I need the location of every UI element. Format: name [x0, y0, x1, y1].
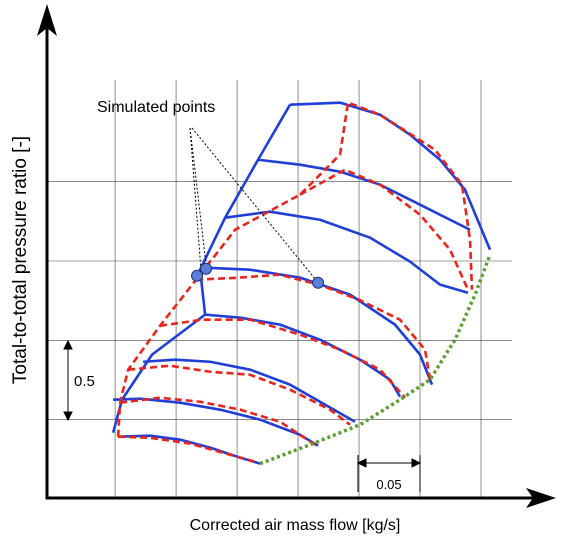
arrowhead — [63, 411, 73, 422]
series-line — [204, 313, 402, 398]
series-line — [143, 358, 356, 423]
simulated-point — [200, 262, 213, 275]
series-line — [116, 153, 341, 437]
series-line — [113, 397, 319, 447]
grid — [48, 80, 512, 499]
simulated-point — [191, 269, 204, 282]
plot-lines — [111, 101, 492, 466]
x-axis-label: Corrected air mass flow [kg/s] — [190, 517, 401, 534]
y-axis-label: Total-to-total pressure ratio [-] — [10, 136, 31, 384]
series-line — [196, 273, 432, 380]
scale-bars — [63, 339, 422, 492]
simulated-point — [312, 276, 325, 289]
leader-line — [189, 127, 202, 271]
arrowhead — [63, 339, 73, 350]
scale-label: 0.5 — [74, 373, 95, 390]
series-line — [118, 434, 261, 465]
leader-lines — [189, 127, 317, 281]
series-line — [259, 254, 492, 466]
series-line — [128, 364, 351, 426]
leader-line — [189, 127, 207, 265]
scale-label: 0.05 — [376, 477, 401, 492]
arrowhead — [356, 458, 367, 468]
series-line — [119, 396, 316, 446]
series-line — [299, 168, 470, 291]
leader-line — [191, 127, 317, 281]
annotation: Simulated points — [97, 99, 215, 116]
axes — [45, 22, 538, 500]
arrowhead — [411, 458, 422, 468]
series-line — [224, 210, 469, 294]
series-line — [257, 158, 471, 231]
simulated-points — [191, 262, 325, 289]
y-arrow — [37, 4, 57, 36]
series-line — [205, 266, 434, 386]
series-line — [118, 435, 256, 463]
series-line — [111, 104, 292, 434]
x-arrow — [526, 488, 556, 508]
